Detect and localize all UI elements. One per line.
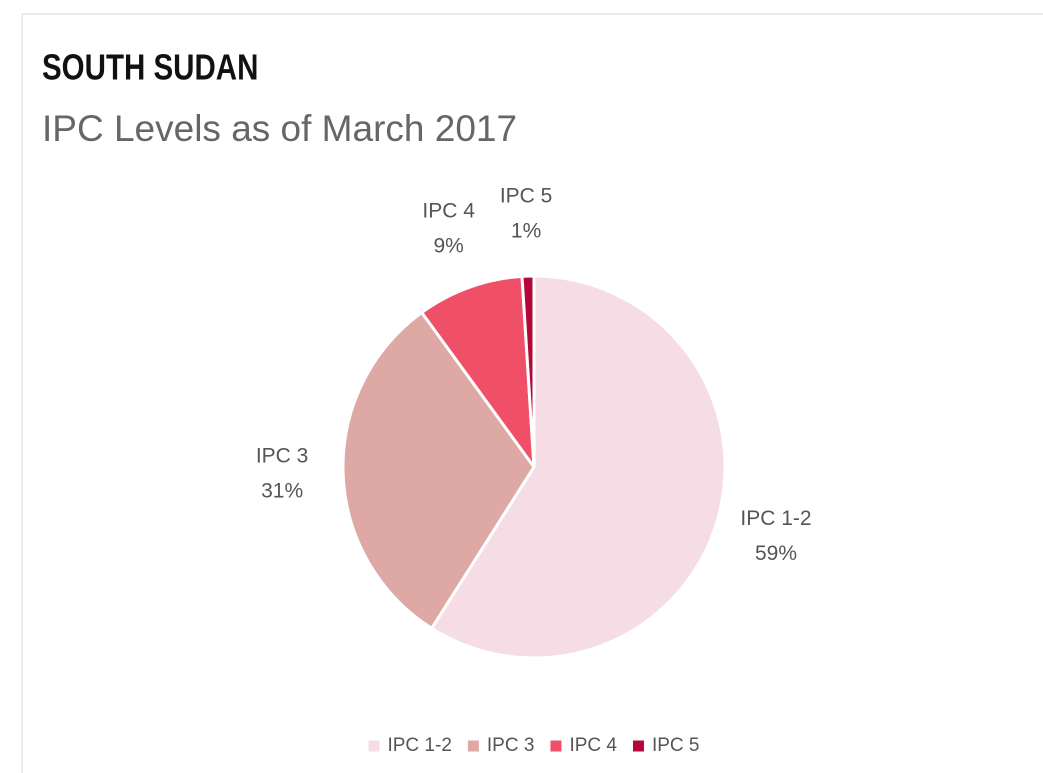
slice-category: IPC 3 (256, 444, 309, 467)
chart-subtitle: IPC Levels as of March 2017 (42, 108, 517, 149)
legend-swatch (368, 740, 380, 752)
legend-swatch (632, 740, 644, 752)
slice-value: 31% (261, 479, 303, 502)
slice-value: 59% (755, 542, 797, 565)
frame (21, 13, 1043, 773)
slice-category: IPC 5 (500, 185, 553, 208)
pie-slice (341, 310, 536, 630)
legend-label: IPC 5 (652, 735, 700, 756)
legend-swatch (550, 740, 562, 752)
legend-swatch (467, 740, 479, 752)
legend-label: IPC 3 (487, 735, 535, 756)
legend-label: IPC 1-2 (387, 735, 451, 756)
slice-category: IPC 1-2 (740, 507, 811, 530)
pie-slice (430, 274, 727, 660)
legend-label: IPC 4 (569, 735, 617, 756)
slice-value: 1% (511, 220, 541, 243)
slice-value: 9% (433, 234, 463, 257)
slice-category: IPC 4 (422, 199, 475, 222)
chart-title: SOUTH SUDAN (42, 47, 258, 87)
pie-slice (420, 274, 536, 469)
pie-slice (520, 274, 536, 469)
